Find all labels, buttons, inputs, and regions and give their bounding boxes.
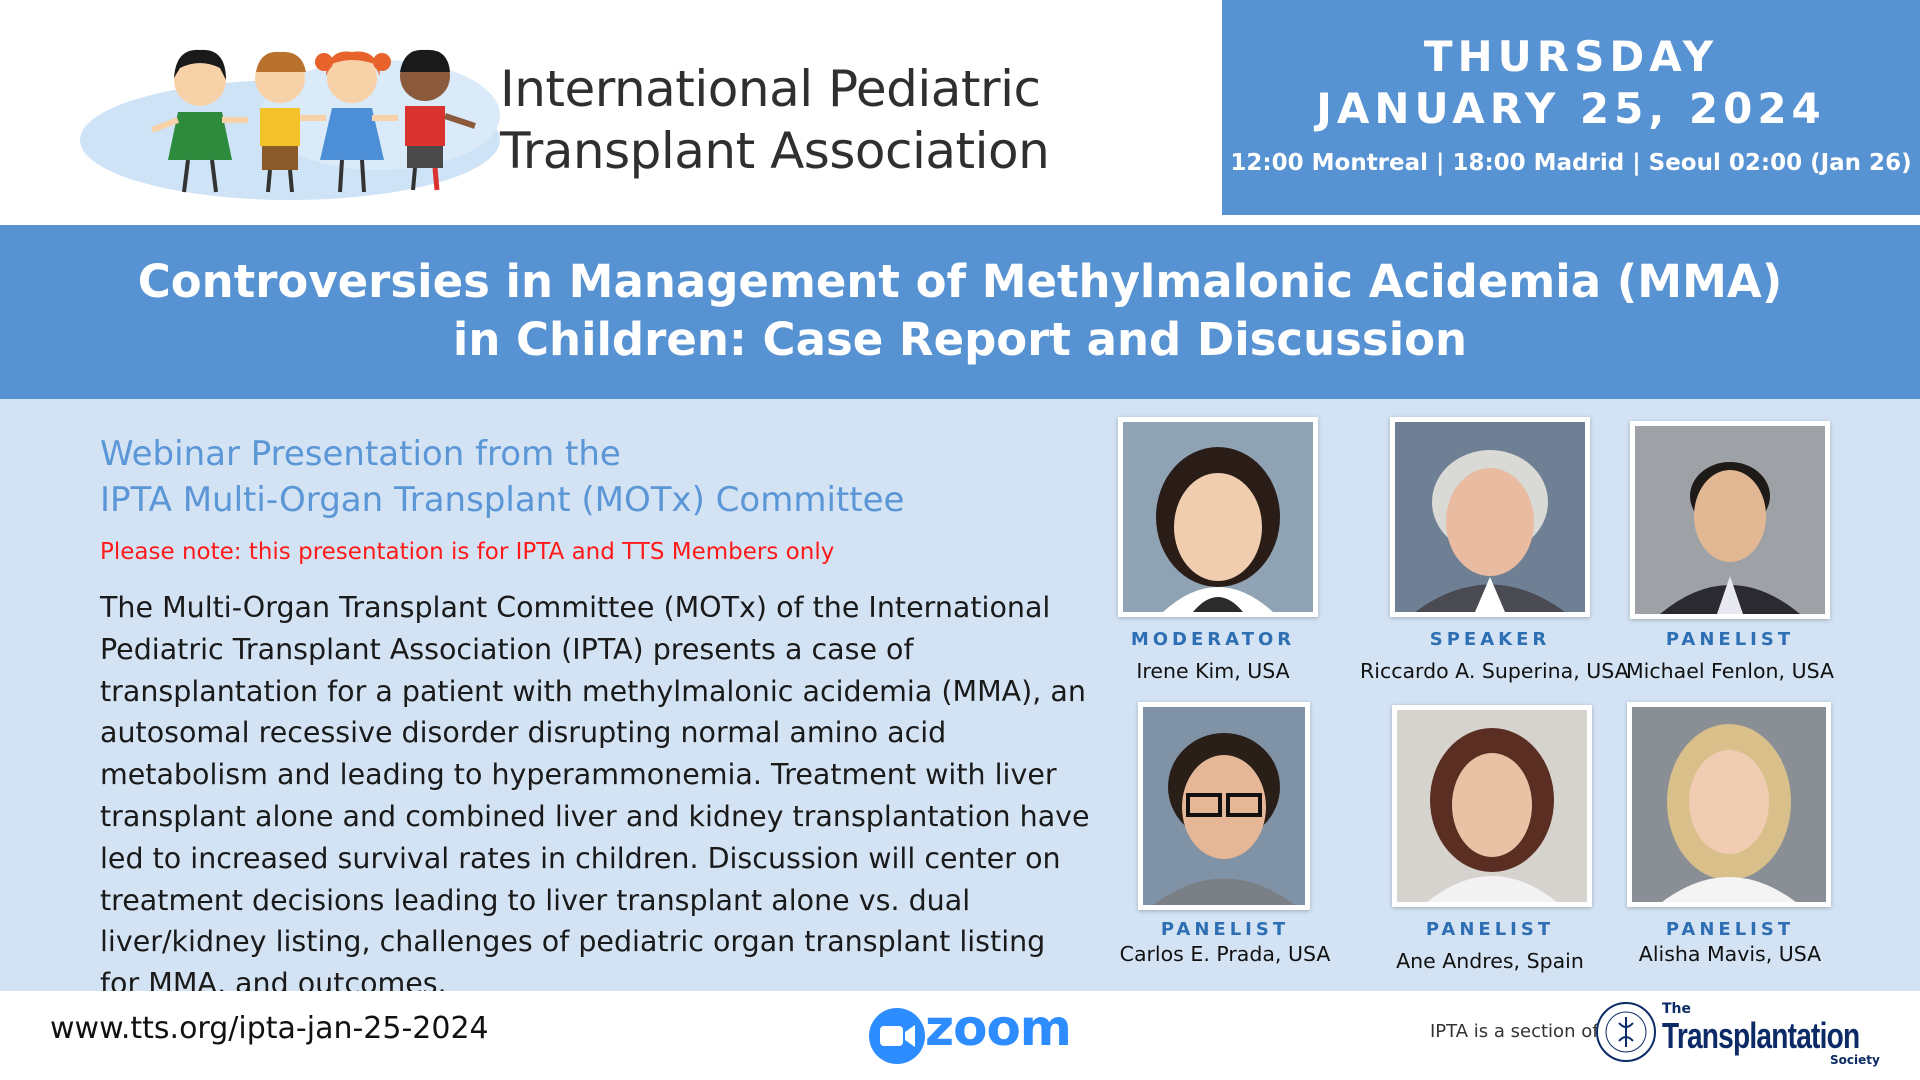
event-date: JANUARY 25, 2024 bbox=[1316, 84, 1826, 133]
date-box: THURSDAY JANUARY 25, 2024 12:00 Montreal… bbox=[1222, 0, 1920, 215]
portrait-image bbox=[1123, 422, 1313, 612]
role-label: PANELIST bbox=[1425, 919, 1555, 940]
person-name: Irene Kim, USA bbox=[1136, 659, 1290, 683]
zoom-wordmark: zoom bbox=[925, 999, 1072, 1057]
tts-society-label: Society bbox=[1830, 1053, 1880, 1067]
subtitle-line2: IPTA Multi-Organ Transplant (MOTx) Commi… bbox=[100, 480, 905, 520]
role-label: MODERATOR bbox=[1130, 629, 1296, 650]
header: International Pediatric Transplant Assoc… bbox=[0, 0, 1920, 225]
person-name: Alisha Mavis, USA bbox=[1638, 942, 1822, 966]
tts-seal-icon bbox=[1596, 1002, 1656, 1062]
webinar-subtitle: Webinar Presentation from the IPTA Multi… bbox=[100, 431, 1000, 523]
subtitle-line1: Webinar Presentation from the bbox=[100, 434, 621, 474]
members-only-note: Please note: this presentation is for IP… bbox=[100, 539, 835, 565]
org-name-line2: Transplant Association bbox=[500, 122, 1050, 180]
person-name: Carlos E. Prada, USA bbox=[1119, 942, 1331, 966]
event-website-link[interactable]: www.tts.org/ipta-jan-25-2024 bbox=[50, 1011, 489, 1046]
person-panelist-mavis: PANELIST Alisha Mavis, USA bbox=[1600, 919, 1860, 979]
event-times: 12:00 Montreal | 18:00 Madrid | Seoul 02… bbox=[1230, 150, 1912, 176]
portrait-image bbox=[1632, 707, 1826, 902]
portrait-image bbox=[1395, 422, 1585, 612]
section-of-label: IPTA is a section of bbox=[1430, 1021, 1599, 1042]
role-label: PANELIST bbox=[1665, 919, 1795, 940]
title-band: Controversies in Management of Methylmal… bbox=[0, 225, 1920, 399]
event-day: THURSDAY bbox=[1423, 32, 1719, 81]
photo-carlos-prada bbox=[1138, 702, 1310, 910]
photo-ane-andres bbox=[1392, 705, 1592, 907]
children-holding-hands-logo bbox=[80, 49, 500, 200]
footer: www.tts.org/ipta-jan-25-2024 zoom IPTA i… bbox=[0, 991, 1920, 1080]
tts-the-label: The bbox=[1662, 1001, 1692, 1017]
person-panelist-prada: PANELIST Carlos E. Prada, USA bbox=[1095, 919, 1355, 979]
portrait-image bbox=[1397, 710, 1587, 902]
person-speaker: SPEAKER Riccardo A. Superina, USA bbox=[1360, 629, 1629, 689]
photo-michael-fenlon bbox=[1630, 421, 1830, 619]
zoom-camera-icon bbox=[869, 1008, 925, 1064]
photo-riccardo-superina bbox=[1390, 417, 1590, 617]
org-name-line1: International Pediatric bbox=[500, 60, 1041, 118]
portrait-image bbox=[1143, 707, 1305, 905]
event-title-line2: in Children: Case Report and Discussion bbox=[452, 313, 1468, 366]
main-panel: Webinar Presentation from the IPTA Multi… bbox=[0, 399, 1920, 1000]
portrait-image bbox=[1635, 426, 1825, 614]
event-title-line1: Controversies in Management of Methylmal… bbox=[137, 255, 1783, 308]
person-moderator: MODERATOR Irene Kim, USA bbox=[1083, 629, 1343, 689]
person-panelist-fenlon: PANELIST Michael Fenlon, USA bbox=[1600, 629, 1860, 689]
photo-alisha-mavis bbox=[1627, 702, 1831, 907]
role-label: PANELIST bbox=[1160, 919, 1290, 940]
person-name: Ane Andres, Spain bbox=[1396, 949, 1584, 973]
person-name: Riccardo A. Superina, USA bbox=[1360, 659, 1629, 683]
role-label: PANELIST bbox=[1665, 629, 1795, 650]
organization-name: International Pediatric Transplant Assoc… bbox=[500, 58, 1060, 182]
photo-irene-kim bbox=[1118, 417, 1318, 617]
event-description: The Multi-Organ Transplant Committee (MO… bbox=[100, 591, 1090, 1001]
tts-name-label: Transplantation bbox=[1662, 1015, 1860, 1056]
person-panelist-andres: PANELIST Ane Andres, Spain bbox=[1360, 919, 1620, 979]
person-name: Michael Fenlon, USA bbox=[1626, 659, 1834, 683]
role-label: SPEAKER bbox=[1429, 629, 1551, 650]
